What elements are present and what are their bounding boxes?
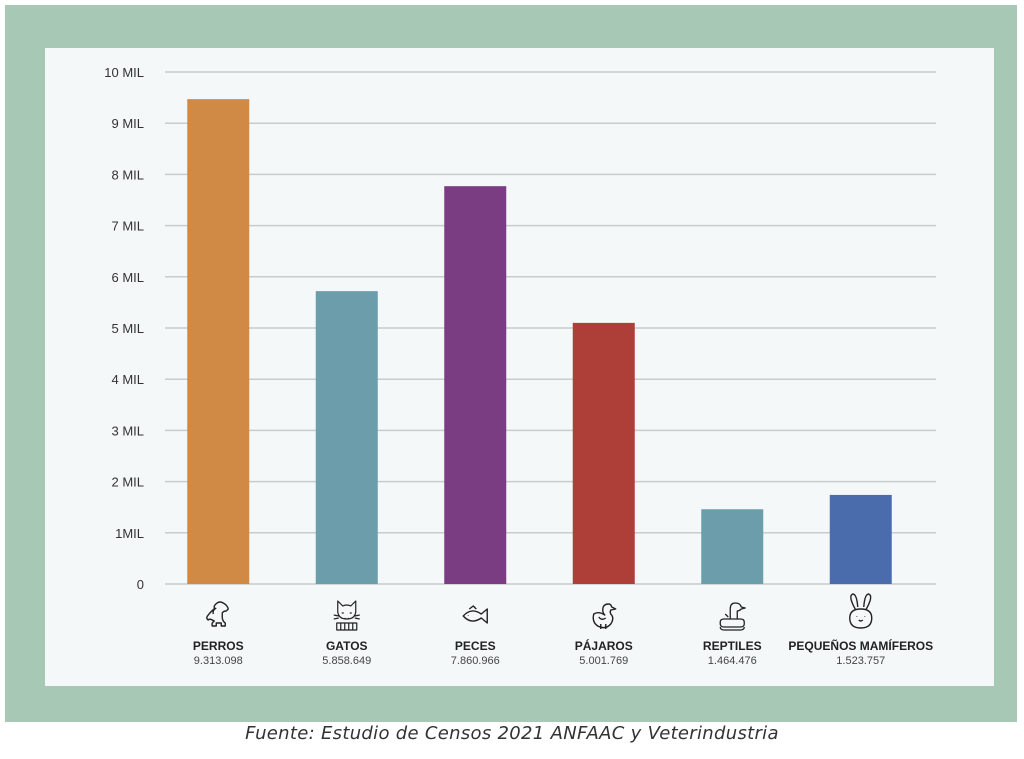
source-caption: Fuente: Estudio de Censos 2021 ANFAAC y …: [245, 723, 779, 744]
y-tick-label: 6 MIL: [111, 270, 144, 285]
x-category-label: PERROS: [193, 639, 244, 653]
bar-dog: [187, 99, 250, 585]
y-tick-label: 8 MIL: [111, 167, 144, 182]
y-tick-label: 2 MIL: [111, 475, 144, 490]
fish-icon: [462, 605, 488, 624]
category-icons: [206, 593, 873, 631]
chart-frame: 0 1MIL 2 MIL 3 MIL 4 MIL 5 MIL 6 MIL 7 MIL 8 MIL…: [5, 5, 1017, 722]
dog-icon: [206, 601, 229, 627]
y-tick-label: 10 MIL: [104, 65, 144, 80]
x-value-label: 5.001.769: [579, 655, 628, 667]
snake-icon: [719, 602, 746, 631]
x-category-label: PEQUEÑOS MAMÍFEROS: [788, 638, 933, 653]
gridlines: [165, 71, 936, 585]
y-tick-label: 7 MIL: [111, 219, 144, 234]
x-category-label: REPTILES: [703, 639, 762, 653]
y-tick-label: 0: [137, 577, 144, 592]
bar-cat: [315, 291, 378, 584]
cat-icon: [333, 600, 360, 631]
bar-rabbit: [829, 494, 892, 584]
chart-panel: 0 1MIL 2 MIL 3 MIL 4 MIL 5 MIL 6 MIL 7 MIL 8 MIL…: [45, 48, 994, 686]
bar-bird: [572, 322, 635, 584]
x-axis-labels: PERROS 9.313.098 GATOS 5.858.649 PECES 7.860.…: [193, 638, 933, 667]
rabbit-icon: [849, 593, 873, 629]
x-value-label: 9.313.098: [194, 655, 243, 667]
y-tick-label: 1MIL: [115, 526, 144, 541]
y-tick-label: 3 MIL: [111, 423, 144, 438]
y-axis-ticks: 0 1MIL 2 MIL 3 MIL 4 MIL 5 MIL 6 MIL 7 MIL 8 MIL…: [104, 65, 144, 592]
x-value-label: 7.860.966: [451, 655, 500, 667]
x-category-label: GATOS: [326, 639, 368, 653]
bar-chart: 0 1MIL 2 MIL 3 MIL 4 MIL 5 MIL 6 MIL 7 MIL 8 MIL…: [104, 65, 936, 667]
bird-icon: [592, 603, 617, 629]
y-tick-label: 9 MIL: [111, 116, 144, 131]
x-value-label: 5.858.649: [322, 655, 371, 667]
y-tick-label: 5 MIL: [111, 321, 144, 336]
bars: [187, 99, 892, 585]
x-value-label: 1.523.757: [836, 655, 885, 667]
bar-fish: [444, 186, 507, 584]
y-tick-label: 4 MIL: [111, 372, 144, 387]
bar-snake: [701, 509, 764, 584]
x-category-label: PECES: [455, 639, 496, 653]
x-value-label: 1.464.476: [708, 655, 757, 667]
x-category-label: PÁJAROS: [575, 638, 633, 653]
